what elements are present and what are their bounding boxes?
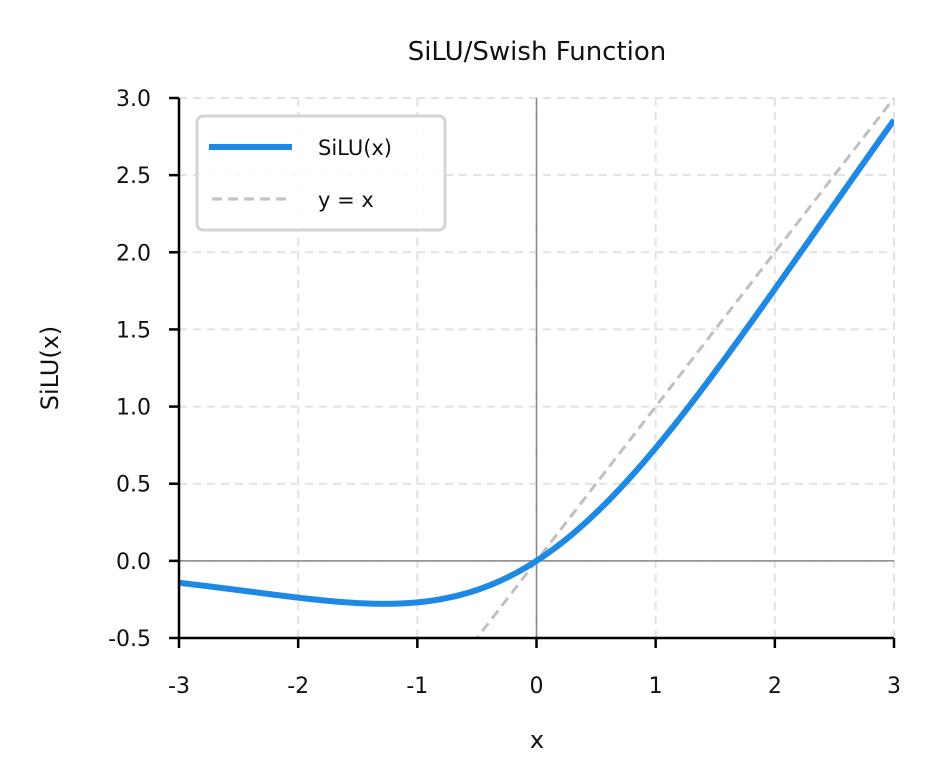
y-tick-label: -0.5 — [108, 627, 151, 652]
silu-curve — [179, 118, 894, 607]
y-axis-ticks: -0.5 0.0 0.5 1.0 1.5 2.0 2.5 3.0 — [108, 87, 179, 652]
x-tick-label: -1 — [406, 674, 428, 699]
x-tick-label: 0 — [530, 674, 544, 699]
y-tick-label: 0.5 — [116, 473, 151, 498]
x-tick-label: -2 — [287, 674, 309, 699]
y-tick-label: 2.0 — [116, 241, 151, 266]
x-tick-label: 3 — [887, 674, 901, 699]
series-layer — [179, 98, 894, 638]
legend-box — [195, 114, 447, 232]
y-axis-label: SiLU(x) — [36, 326, 64, 411]
chart-title: SiLU/Swish Function — [408, 37, 667, 67]
x-tick-label: 2 — [768, 674, 782, 699]
y-tick-label: 1.0 — [116, 396, 151, 421]
y-tick-label: 1.5 — [116, 318, 151, 343]
legend-label-silu: SiLU(x) — [318, 136, 392, 160]
x-tick-label: -3 — [168, 674, 190, 699]
legend-label-identity: y = x — [318, 188, 374, 212]
x-tick-label: 1 — [649, 674, 663, 699]
y-tick-label: 3.0 — [116, 87, 151, 112]
y-tick-label: 0.0 — [116, 550, 151, 575]
legend: SiLU(x) y = x — [195, 114, 447, 232]
y-tick-label: 2.5 — [116, 164, 151, 189]
x-axis-label: x — [530, 726, 544, 754]
x-axis-ticks: -3 -2 -1 0 1 2 3 — [168, 638, 901, 699]
